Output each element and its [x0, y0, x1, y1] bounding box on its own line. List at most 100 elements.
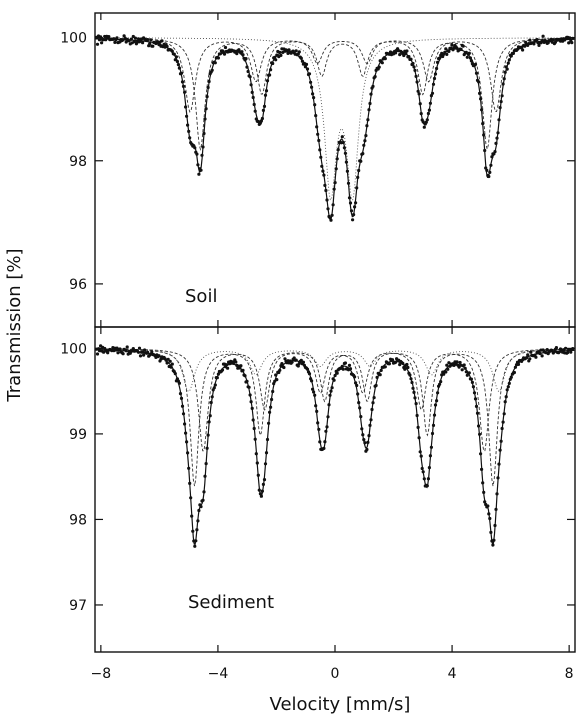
soil-data-point: [95, 42, 100, 46]
soil-data-point: [368, 101, 372, 106]
sediment-data-point: [422, 477, 426, 481]
sediment-data-point: [137, 346, 142, 350]
soil-data-point: [213, 61, 217, 65]
sediment-data-point: [247, 385, 251, 389]
sediment-data-point: [512, 370, 517, 375]
sediment-data-point: [290, 360, 294, 364]
soil-data-point: [353, 205, 357, 209]
sediment-data-point: [554, 346, 559, 350]
soil-data-point: [478, 91, 482, 95]
sediment-data-point: [299, 358, 303, 362]
sediment-data-point: [529, 350, 533, 354]
soil-data-point: [490, 155, 494, 159]
sediment-data-point: [428, 454, 432, 458]
soil-component-1: [95, 37, 574, 151]
soil-data-point: [148, 42, 152, 46]
soil-component-2: [95, 37, 574, 113]
sediment-data-point: [499, 439, 503, 443]
sediment-data-point: [178, 392, 183, 396]
sediment-data-point: [433, 403, 438, 407]
sediment-data-point: [271, 389, 275, 394]
sediment-data-point: [405, 362, 409, 367]
soil-data-point: [469, 59, 473, 63]
sediment-data-point: [375, 375, 379, 379]
soil-data-point: [482, 133, 486, 137]
sediment-data-point: [179, 396, 184, 400]
sediment-data-point: [445, 363, 449, 367]
soil-data-point: [278, 50, 282, 54]
sediment-data-point: [169, 365, 173, 369]
soil-data-point: [436, 60, 440, 64]
soil-component-3: [95, 37, 574, 202]
soil-data-point: [348, 201, 353, 205]
sediment-data-point: [264, 451, 269, 455]
soil-data-point: [186, 123, 190, 127]
soil-data-point: [207, 79, 211, 84]
sediment-data-point: [412, 390, 416, 394]
soil-data-point: [104, 38, 108, 42]
sediment-data-point: [142, 353, 146, 357]
sediment-data-points: [94, 344, 575, 548]
sediment-data-point: [394, 360, 398, 364]
soil-data-point: [246, 69, 250, 74]
soil-data-point: [355, 186, 359, 190]
sediment-data-point: [191, 529, 195, 533]
soil-data-point: [187, 129, 191, 133]
sediment-data-point: [365, 447, 369, 452]
sediment-component-1: [94, 348, 574, 487]
soil-data-point: [567, 41, 571, 45]
soil-data-point: [261, 108, 265, 112]
sediment-data-point: [481, 481, 485, 485]
sediment-data-point: [118, 347, 122, 351]
sediment-data-point: [322, 446, 326, 450]
soil-axis-ticks: 100 98 96: [60, 13, 575, 327]
soil-data-point: [193, 146, 197, 150]
sediment-data-point: [371, 401, 375, 405]
sediment-data-point: [256, 473, 260, 477]
soil-data-point: [311, 92, 315, 96]
sediment-data-point: [146, 350, 150, 354]
sediment-data-point: [506, 385, 510, 389]
sediment-data-point: [166, 357, 170, 361]
soil-data-point: [160, 39, 164, 43]
sediment-data-point: [332, 378, 336, 382]
sediment-data-point: [316, 421, 320, 425]
soil-data-point: [141, 41, 145, 45]
soil-data-point: [263, 93, 268, 97]
x-axis-title: Velocity [mm/s]: [270, 694, 411, 715]
soil-data-point: [340, 135, 344, 139]
sediment-data-point: [245, 379, 249, 383]
y-tick-label: 100: [60, 341, 87, 357]
soil-data-point: [97, 38, 102, 42]
soil-data-point: [250, 90, 254, 94]
soil-data-point: [465, 55, 469, 59]
soil-data-point: [496, 131, 500, 135]
sediment-data-point: [418, 450, 422, 454]
soil-data-point: [319, 155, 323, 159]
soil-data-point: [450, 43, 454, 47]
sediment-data-point: [417, 436, 421, 440]
sediment-data-point: [254, 452, 258, 456]
soil-data-point: [300, 59, 304, 63]
sediment-data-point: [432, 413, 437, 417]
sediment-data-point: [317, 427, 321, 431]
soil-data-point: [483, 148, 487, 153]
y-tick-label: 99: [69, 427, 87, 443]
soil-data-point: [210, 68, 214, 72]
sediment-data-point: [475, 411, 480, 415]
sediment-data-point: [354, 381, 358, 385]
sediment-data-point: [203, 474, 207, 478]
sediment-data-point: [379, 368, 383, 372]
soil-data-point: [185, 114, 189, 118]
soil-data-point: [405, 49, 409, 53]
soil-data-point: [487, 174, 491, 179]
soil-data-point: [366, 118, 370, 122]
soil-data-point: [398, 53, 402, 57]
sediment-data-point: [368, 423, 372, 427]
sediment-data-point: [478, 432, 482, 436]
soil-data-point: [333, 181, 337, 185]
soil-data-point: [206, 85, 210, 90]
sediment-data-point: [194, 539, 198, 543]
sediment-data-point: [390, 358, 395, 362]
soil-data-point: [343, 151, 347, 155]
